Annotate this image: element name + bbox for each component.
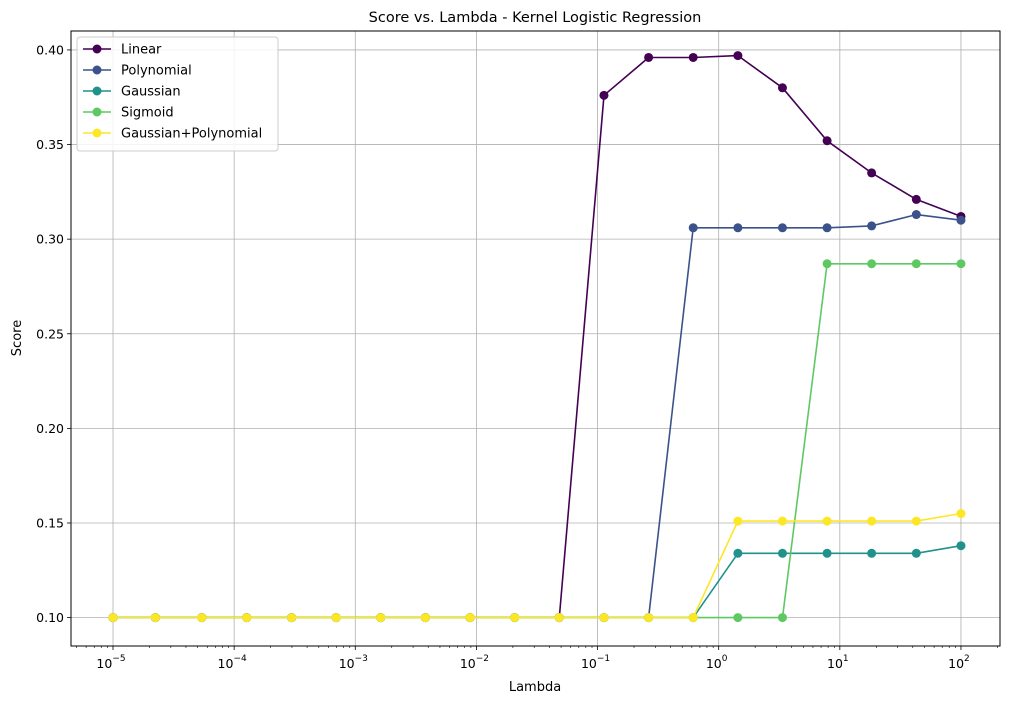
data-point (688, 52, 698, 62)
x-tick-label: 102 (948, 654, 970, 671)
x-axis-ticks: 10−5 10−4 10−3 10−2 10−1 100 101 102 (76, 646, 998, 671)
data-point (108, 613, 118, 623)
chart-title: Score vs. Lambda - Kernel Logistic Regre… (369, 10, 702, 26)
data-point (822, 223, 832, 233)
data-point (867, 259, 877, 269)
y-tick-label: 0.10 (36, 610, 64, 625)
data-point (242, 613, 252, 623)
data-point (956, 541, 966, 551)
data-point (777, 613, 787, 623)
data-point (688, 223, 698, 233)
data-point (911, 548, 921, 558)
data-point (867, 168, 877, 178)
data-point (733, 223, 743, 233)
y-tick-label: 0.40 (36, 42, 64, 57)
data-point (644, 52, 654, 62)
plot-series (108, 51, 966, 623)
data-point (867, 548, 877, 558)
series-polynomial (108, 210, 966, 623)
data-point (465, 613, 475, 623)
y-tick-label: 0.25 (36, 326, 64, 341)
grid (71, 31, 1000, 646)
legend-box (76, 36, 279, 152)
data-point (956, 259, 966, 269)
y-tick-label: 0.30 (36, 232, 64, 247)
legend-entry: Gaussian (83, 85, 181, 100)
data-point (956, 215, 966, 225)
data-point (733, 51, 743, 61)
data-point (733, 516, 743, 526)
data-point (822, 136, 832, 146)
series-line (113, 512, 962, 619)
x-tick-label: 10−4 (218, 654, 247, 671)
series-gaussian (108, 541, 966, 623)
data-point (150, 613, 160, 623)
y-axis-label: Score (10, 320, 25, 356)
x-tick-label: 10−3 (339, 654, 368, 671)
legend-label: Linear (121, 43, 162, 58)
data-point (867, 516, 877, 526)
series-sigmoid (108, 259, 966, 623)
x-axis-label: Lambda (509, 680, 561, 695)
data-point (911, 210, 921, 220)
legend-entry: Gaussian+Polynomial (83, 127, 262, 142)
x-tick-label: 10−2 (460, 654, 489, 671)
legend-entry: Sigmoid (83, 106, 174, 121)
data-point (510, 613, 520, 623)
data-point (777, 516, 787, 526)
data-point (822, 516, 832, 526)
legend-label: Polynomial (121, 64, 192, 79)
legend-entry: Polynomial (83, 64, 192, 79)
data-point (733, 613, 743, 623)
x-tick-label: 10−5 (96, 654, 125, 671)
data-point (777, 83, 787, 93)
data-point (554, 613, 564, 623)
series-line (113, 213, 962, 619)
data-point (733, 548, 743, 558)
legend-marker (92, 128, 102, 138)
legend: Linear Polynomial Gaussian Sigmoid Gaussian+… (76, 36, 279, 152)
series-line (113, 262, 961, 619)
legend-marker (92, 86, 102, 96)
data-point (911, 194, 921, 204)
data-point (599, 613, 609, 623)
series-gaussian-polynomial (108, 509, 966, 623)
x-tick-label: 10−1 (581, 654, 610, 671)
data-point (822, 548, 832, 558)
y-tick-label: 0.20 (36, 421, 64, 436)
y-tick-label: 0.15 (36, 516, 64, 531)
legend-marker (92, 107, 102, 117)
data-point (822, 259, 832, 269)
data-point (688, 613, 698, 623)
legend-label: Sigmoid (121, 106, 174, 121)
series-line (113, 544, 962, 619)
x-tick-label: 101 (827, 654, 849, 671)
data-point (777, 223, 787, 233)
data-point (777, 548, 787, 558)
y-tick-label: 0.35 (36, 137, 64, 152)
legend-label: Gaussian (121, 85, 181, 100)
data-point (331, 613, 341, 623)
legend-marker (92, 44, 102, 54)
data-point (420, 613, 430, 623)
legend-label: Gaussian+Polynomial (121, 127, 262, 142)
data-point (911, 259, 921, 269)
data-point (867, 221, 877, 231)
data-point (599, 90, 609, 100)
data-point (287, 613, 297, 623)
legend-marker (92, 65, 102, 75)
data-point (197, 613, 207, 623)
y-axis-ticks: 0.10 0.15 0.20 0.25 0.30 0.35 0.40 (36, 42, 71, 625)
legend-entry: Linear (83, 43, 162, 58)
data-point (911, 516, 921, 526)
data-point (956, 509, 966, 519)
data-point (376, 613, 386, 623)
plot-frame (70, 30, 1001, 647)
x-tick-label: 100 (706, 654, 728, 671)
data-point (644, 613, 654, 623)
